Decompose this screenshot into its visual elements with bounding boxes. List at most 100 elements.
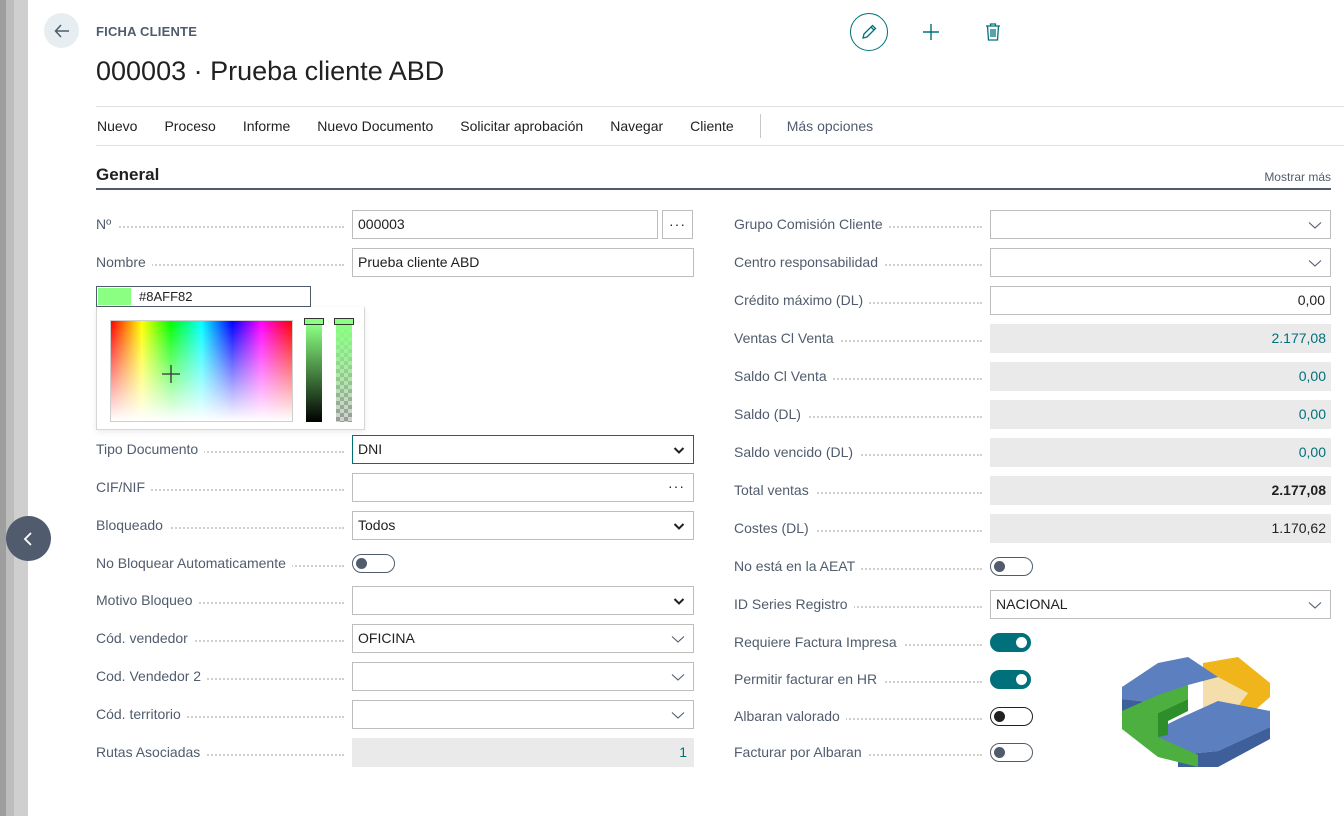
chevron-down-icon bbox=[673, 522, 685, 530]
action-nuevo[interactable]: Nuevo bbox=[97, 118, 138, 134]
no-input[interactable]: 000003 bbox=[352, 209, 658, 239]
requiere-factura-toggle[interactable] bbox=[990, 632, 1031, 652]
field-label: ID Series Registro bbox=[734, 596, 990, 612]
page-top-actions bbox=[850, 13, 1012, 51]
motivo-bloqueo-select[interactable] bbox=[352, 585, 694, 615]
saldo-cl-value[interactable]: 0,00 bbox=[990, 361, 1331, 391]
show-more-link[interactable]: Mostrar más bbox=[1264, 170, 1331, 184]
chevron-down-icon bbox=[671, 635, 685, 643]
no-aeat-toggle[interactable] bbox=[990, 556, 1033, 576]
edit-button[interactable] bbox=[850, 13, 888, 51]
field-row-centro-responsabilidad: Centro responsabilidad bbox=[734, 247, 1331, 277]
field-label: Ventas Cl Venta bbox=[734, 330, 990, 346]
field-row-bloqueado: Bloqueado Todos bbox=[96, 510, 694, 540]
toggle-knob bbox=[994, 710, 1005, 722]
field-row-cod-vendedor: Cód. vendedor OFICINA bbox=[96, 623, 694, 653]
field-label: Costes (DL) bbox=[734, 520, 990, 536]
field-label: Cód. vendedor bbox=[96, 630, 352, 646]
field-row-ventas-cl: Ventas Cl Venta 2.177,08 bbox=[734, 323, 1331, 353]
crosshair-icon[interactable] bbox=[161, 364, 181, 384]
cod-vendedor-lookup[interactable]: OFICINA bbox=[352, 623, 694, 653]
chevron-down-icon bbox=[1308, 259, 1322, 267]
chevron-left-icon bbox=[23, 531, 32, 546]
field-row-grupo-comision: Grupo Comisión Cliente bbox=[734, 209, 1331, 239]
value-slider-handle[interactable] bbox=[304, 318, 324, 325]
saldo-dl-value[interactable]: 0,00 bbox=[990, 399, 1331, 429]
action-proceso[interactable]: Proceso bbox=[164, 118, 216, 134]
facturar-albaran-toggle[interactable] bbox=[990, 742, 1033, 762]
field-row-costes: Costes (DL) 1.170,62 bbox=[734, 513, 1331, 543]
alpha-slider-handle[interactable] bbox=[334, 318, 354, 325]
cod-vendedor-2-lookup[interactable] bbox=[352, 661, 694, 691]
credito-maximo-input[interactable]: 0,00 bbox=[990, 285, 1331, 315]
field-label: Saldo Cl Venta bbox=[734, 368, 990, 384]
page-title: 000003 · Prueba cliente ABD bbox=[96, 56, 445, 86]
no-assist-button[interactable]: ··· bbox=[662, 209, 693, 239]
field-label: No Bloquear Automaticamente bbox=[96, 555, 352, 571]
field-row-cif-nif: CIF/NIF ··· bbox=[96, 472, 694, 502]
field-row-total-ventas: Total ventas 2.177,08 bbox=[734, 475, 1331, 505]
alpha-slider[interactable] bbox=[336, 325, 352, 422]
chevron-down-icon bbox=[1308, 601, 1322, 609]
field-row-facturar-albaran: Facturar por Albaran bbox=[734, 737, 1033, 767]
centro-responsabilidad-lookup[interactable] bbox=[990, 247, 1331, 277]
field-row-saldo-cl: Saldo Cl Venta 0,00 bbox=[734, 361, 1331, 391]
field-label: Cod. Vendedor 2 bbox=[96, 668, 352, 684]
field-label: Tipo Documento bbox=[96, 441, 352, 457]
cif-nif-assist-button[interactable]: ··· bbox=[668, 477, 685, 494]
color-picker-popup bbox=[96, 307, 365, 430]
add-button[interactable] bbox=[912, 13, 950, 51]
bloqueado-select[interactable]: Todos bbox=[352, 510, 694, 540]
ventas-cl-value[interactable]: 2.177,08 bbox=[990, 323, 1331, 353]
field-row-permitir-hr: Permitir facturar en HR bbox=[734, 664, 1031, 694]
action-cliente[interactable]: Cliente bbox=[690, 118, 734, 134]
nombre-input[interactable]: Prueba cliente ABD bbox=[352, 247, 694, 277]
total-ventas-value: 2.177,08 bbox=[990, 475, 1331, 505]
field-label: Rutas Asociadas bbox=[96, 744, 352, 760]
action-bar: Nuevo Proceso Informe Nuevo Documento So… bbox=[96, 106, 1344, 146]
app-left-gutter bbox=[0, 0, 28, 816]
field-row-cod-vendedor-2: Cod. Vendedor 2 bbox=[96, 661, 694, 691]
color-input[interactable]: #8AFF82 bbox=[96, 286, 311, 307]
field-label: Albaran valorado bbox=[734, 708, 990, 724]
field-row-no-aeat: No está en la AEAT bbox=[734, 551, 1033, 581]
field-row-saldo-vencido: Saldo vencido (DL) 0,00 bbox=[734, 437, 1331, 467]
color-spectrum[interactable] bbox=[110, 320, 293, 422]
field-row-tipo-documento: Tipo Documento DNI bbox=[96, 434, 694, 464]
more-options-button[interactable]: Más opciones bbox=[786, 118, 874, 134]
field-label: Saldo vencido (DL) bbox=[734, 444, 990, 460]
id-series-lookup[interactable]: NACIONAL bbox=[990, 589, 1331, 619]
delete-button[interactable] bbox=[974, 13, 1012, 51]
chevron-down-icon bbox=[1308, 221, 1322, 229]
permitir-hr-toggle[interactable] bbox=[990, 669, 1031, 689]
grupo-comision-lookup[interactable] bbox=[990, 209, 1331, 239]
arrow-left-icon bbox=[53, 23, 69, 38]
color-swatch bbox=[98, 288, 131, 305]
value-slider[interactable] bbox=[306, 325, 322, 422]
color-value: #8AFF82 bbox=[139, 289, 193, 304]
field-label: CIF/NIF bbox=[96, 479, 352, 495]
action-solicitar-aprobacion[interactable]: Solicitar aprobación bbox=[460, 118, 584, 134]
albaran-valorado-toggle[interactable] bbox=[990, 706, 1033, 726]
field-label: Motivo Bloqueo bbox=[96, 592, 352, 608]
collapse-panel-button[interactable] bbox=[6, 516, 51, 561]
back-button[interactable] bbox=[44, 13, 79, 48]
trash-icon bbox=[986, 23, 1000, 41]
plus-icon bbox=[923, 24, 939, 40]
rutas-asociadas-value[interactable]: 1 bbox=[352, 737, 694, 767]
page-caption: FICHA CLIENTE bbox=[96, 24, 198, 39]
group-title[interactable]: General bbox=[96, 165, 160, 184]
field-row-requiere-factura: Requiere Factura Impresa bbox=[734, 627, 1031, 657]
action-navegar[interactable]: Navegar bbox=[610, 118, 664, 134]
field-label: Bloqueado bbox=[96, 517, 352, 533]
costes-value: 1.170,62 bbox=[990, 513, 1331, 543]
cod-territorio-lookup[interactable] bbox=[352, 699, 694, 729]
action-nuevo-documento[interactable]: Nuevo Documento bbox=[317, 118, 434, 134]
cif-nif-input[interactable]: ··· bbox=[352, 472, 694, 502]
tipo-documento-select[interactable]: DNI bbox=[352, 434, 694, 464]
no-bloquear-toggle[interactable] bbox=[352, 553, 395, 573]
general-group-header: General Mostrar más bbox=[96, 164, 1331, 190]
action-informe[interactable]: Informe bbox=[242, 118, 291, 134]
field-label: Requiere Factura Impresa bbox=[734, 634, 990, 650]
saldo-vencido-value[interactable]: 0,00 bbox=[990, 437, 1331, 467]
